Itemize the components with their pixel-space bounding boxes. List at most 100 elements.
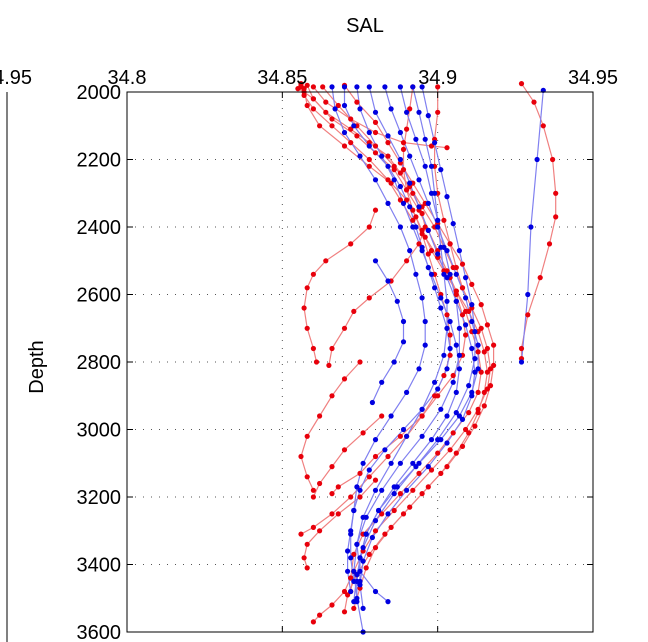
- data-point-blue: [534, 156, 540, 163]
- data-point-blue: [379, 153, 385, 159]
- data-point-blue: [348, 531, 354, 537]
- data-point-red: [453, 288, 459, 294]
- data-point-blue: [404, 433, 410, 439]
- data-point-red: [348, 126, 354, 132]
- data-point-red: [372, 545, 379, 551]
- data-point-red: [301, 305, 307, 311]
- data-point-blue: [379, 379, 385, 385]
- data-point-blue: [410, 460, 416, 466]
- data-point-red: [487, 383, 494, 389]
- data-point-blue: [419, 248, 425, 254]
- data-point-red: [478, 325, 484, 331]
- data-point-red: [419, 413, 425, 419]
- data-point-red: [453, 264, 459, 271]
- data-point-blue: [357, 153, 363, 159]
- data-point-blue: [351, 507, 357, 514]
- data-point-blue: [425, 464, 431, 470]
- data-point-blue: [372, 109, 379, 115]
- data-point-blue: [453, 342, 459, 348]
- data-point-red: [317, 413, 323, 419]
- data-point-red: [416, 241, 422, 247]
- data-point-blue: [400, 426, 407, 433]
- data-point-red: [372, 477, 379, 483]
- data-point-red: [447, 352, 453, 358]
- data-point-blue: [453, 410, 459, 416]
- data-point-blue: [453, 271, 459, 277]
- data-point-red: [444, 312, 450, 318]
- data-point-blue: [345, 548, 351, 554]
- data-point-blue: [428, 163, 435, 169]
- data-point-red: [323, 258, 329, 264]
- series-line-red-9: [303, 209, 377, 363]
- data-point-red: [310, 106, 316, 112]
- data-point-blue: [447, 318, 453, 325]
- data-point-red: [388, 180, 394, 186]
- data-point-blue: [360, 605, 366, 612]
- data-point-blue: [419, 84, 425, 90]
- data-point-red: [419, 491, 425, 497]
- data-point-blue: [407, 180, 413, 186]
- data-point-blue: [425, 264, 431, 271]
- data-point-red: [372, 129, 379, 136]
- data-point-red: [317, 528, 323, 534]
- data-point-blue: [475, 366, 481, 372]
- data-point-red: [481, 349, 487, 355]
- data-point-red: [491, 342, 497, 348]
- data-point-red: [531, 99, 537, 105]
- data-point-blue: [397, 84, 403, 90]
- data-point-blue: [391, 359, 397, 365]
- data-point-blue: [354, 541, 360, 547]
- data-point-blue: [438, 305, 444, 311]
- series-points: [295, 81, 559, 635]
- data-point-red: [379, 413, 385, 419]
- data-point-blue: [456, 352, 462, 358]
- data-point-blue: [329, 84, 335, 90]
- data-point-blue: [332, 106, 338, 112]
- data-point-blue: [351, 123, 357, 129]
- data-point-blue: [444, 194, 450, 200]
- data-point-red: [360, 430, 366, 436]
- data-point-red: [518, 345, 525, 352]
- data-point-blue: [438, 295, 444, 301]
- data-point-blue: [413, 136, 419, 142]
- data-point-red: [298, 453, 304, 460]
- data-point-blue: [360, 558, 366, 564]
- data-point-red: [525, 312, 531, 318]
- data-point-red: [447, 447, 453, 453]
- data-point-blue: [416, 204, 422, 210]
- data-point-red: [444, 464, 450, 470]
- data-point-red: [553, 214, 559, 220]
- data-point-red: [351, 308, 357, 314]
- data-point-red: [447, 241, 453, 247]
- data-point-blue: [397, 129, 403, 136]
- data-point-blue: [456, 413, 462, 419]
- data-point-blue: [425, 200, 431, 206]
- x-tick-label: 34.8: [108, 67, 147, 89]
- data-point-blue: [472, 329, 478, 335]
- data-point-blue: [404, 389, 410, 395]
- data-point-blue: [432, 140, 438, 146]
- data-point-red: [428, 248, 435, 254]
- data-point-red: [329, 345, 335, 352]
- data-point-red: [400, 511, 407, 517]
- data-point-red: [425, 251, 431, 257]
- data-point-blue: [404, 109, 410, 115]
- data-point-blue: [432, 190, 438, 196]
- data-point-blue: [466, 383, 472, 389]
- data-point-blue: [376, 507, 382, 514]
- data-point-blue: [444, 248, 450, 254]
- data-point-red: [410, 190, 416, 196]
- data-point-red: [348, 494, 354, 500]
- data-point-red: [341, 588, 348, 595]
- data-point-red: [441, 217, 447, 223]
- data-point-blue: [422, 318, 428, 325]
- data-point-blue: [341, 102, 348, 109]
- data-point-red: [366, 224, 372, 230]
- data-point-red: [435, 109, 441, 115]
- data-point-red: [453, 450, 459, 456]
- data-point-red: [310, 494, 316, 500]
- data-point-red: [298, 531, 304, 537]
- data-point-red: [304, 433, 310, 439]
